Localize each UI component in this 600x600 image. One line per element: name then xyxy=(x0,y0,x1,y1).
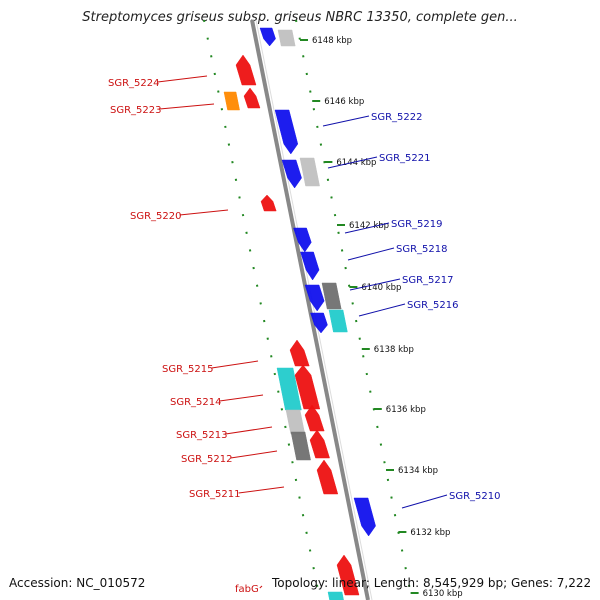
gene-arrow xyxy=(289,339,310,367)
ruler-tick-label: 6132 kbp xyxy=(410,528,450,538)
left-gene-label: fabG xyxy=(235,584,259,595)
backbone-line xyxy=(250,19,370,600)
left-gene-label: SGR_5215 xyxy=(162,364,214,375)
accession-label: Accession: NC_010572 xyxy=(9,576,146,590)
gene-arrow xyxy=(353,497,376,537)
gene-arrow xyxy=(327,591,344,600)
left-gene-connector xyxy=(238,486,285,494)
left-gene-label: SGR_5214 xyxy=(170,397,222,408)
right-gene-label: SGR_5218 xyxy=(396,244,448,255)
gene-arrow xyxy=(290,431,311,461)
ruler-tick-label: 6146 kbp xyxy=(324,97,364,107)
left-gene-label: SGR_5211 xyxy=(189,489,241,500)
left-gene-label: SGR_5220 xyxy=(130,211,182,222)
right-gene-connector xyxy=(322,115,370,127)
gene-arrow xyxy=(243,87,261,109)
gene-arrow xyxy=(299,157,320,187)
map-title: Streptomyces griseus subsp. griseus NBRC… xyxy=(82,10,518,25)
gene-arrow xyxy=(336,554,360,596)
gene-arrow xyxy=(304,284,325,312)
ruler-tick-label: 6140 kbp xyxy=(361,283,401,293)
left-gene-label: SGR_5212 xyxy=(181,454,233,465)
left-gene-connector xyxy=(230,450,278,459)
gene-arrow xyxy=(321,282,342,310)
gene-arrow xyxy=(300,251,320,281)
gene-arrow xyxy=(276,367,302,411)
gene-arrow xyxy=(223,91,240,111)
left-gene-connector xyxy=(259,585,263,589)
left-gene-connector xyxy=(179,209,229,216)
ruler-tick-label: 6144 kbp xyxy=(336,158,376,168)
gene-arrow xyxy=(310,312,328,334)
gene-arrow xyxy=(316,459,339,495)
gene-arrow xyxy=(259,27,276,47)
right-gene-label: SGR_5222 xyxy=(371,112,423,123)
right-gene-connector xyxy=(347,247,395,261)
left-gene-connector xyxy=(157,75,208,83)
gene-arrow xyxy=(293,227,312,253)
left-gene-label: SGR_5224 xyxy=(108,78,160,89)
ruler-tick-label: 6130 kbp xyxy=(423,589,463,599)
right-gene-connector xyxy=(358,303,406,317)
gene-arrow xyxy=(281,159,302,189)
topology-label: Topology: linear; Length: 8,545,929 bp; … xyxy=(272,576,592,590)
gene-arrow xyxy=(235,54,257,86)
right-gene-connector xyxy=(327,156,378,169)
ruler-tick-label: 6136 kbp xyxy=(386,405,426,415)
ruler-tick-label: 6148 kbp xyxy=(312,36,352,46)
right-gene-connector xyxy=(349,278,401,291)
right-gene-label: SGR_5219 xyxy=(391,219,443,230)
left-gene-connector xyxy=(219,394,264,402)
gene-arrow xyxy=(274,109,299,155)
right-gene-label: SGR_5210 xyxy=(449,491,501,502)
right-gene-label: SGR_5216 xyxy=(407,300,459,311)
left-ruler-line xyxy=(203,19,321,600)
left-gene-label: SGR_5223 xyxy=(110,105,162,116)
left-gene-connector xyxy=(211,360,259,369)
gene-arrow xyxy=(328,309,348,333)
left-gene-connector xyxy=(225,426,273,435)
ruler-tick-label: 6142 kbp xyxy=(349,221,389,231)
backbone-highlight xyxy=(255,19,373,600)
ruler-tick-label: 6134 kbp xyxy=(398,466,438,476)
gene-arrow xyxy=(277,29,296,47)
right-gene-label: SGR_5221 xyxy=(379,153,431,164)
right-gene-label: SGR_5217 xyxy=(402,275,454,286)
gene-arrow xyxy=(285,409,306,435)
gene-arrow xyxy=(260,194,277,212)
gene-arrow xyxy=(309,429,330,459)
right-gene-connector xyxy=(344,222,390,234)
left-gene-connector xyxy=(159,103,215,110)
left-gene-label: SGR_5213 xyxy=(176,430,228,441)
right-ruler-line xyxy=(295,19,413,600)
ruler-tick-label: 6138 kbp xyxy=(374,345,414,355)
right-gene-connector xyxy=(401,494,448,509)
